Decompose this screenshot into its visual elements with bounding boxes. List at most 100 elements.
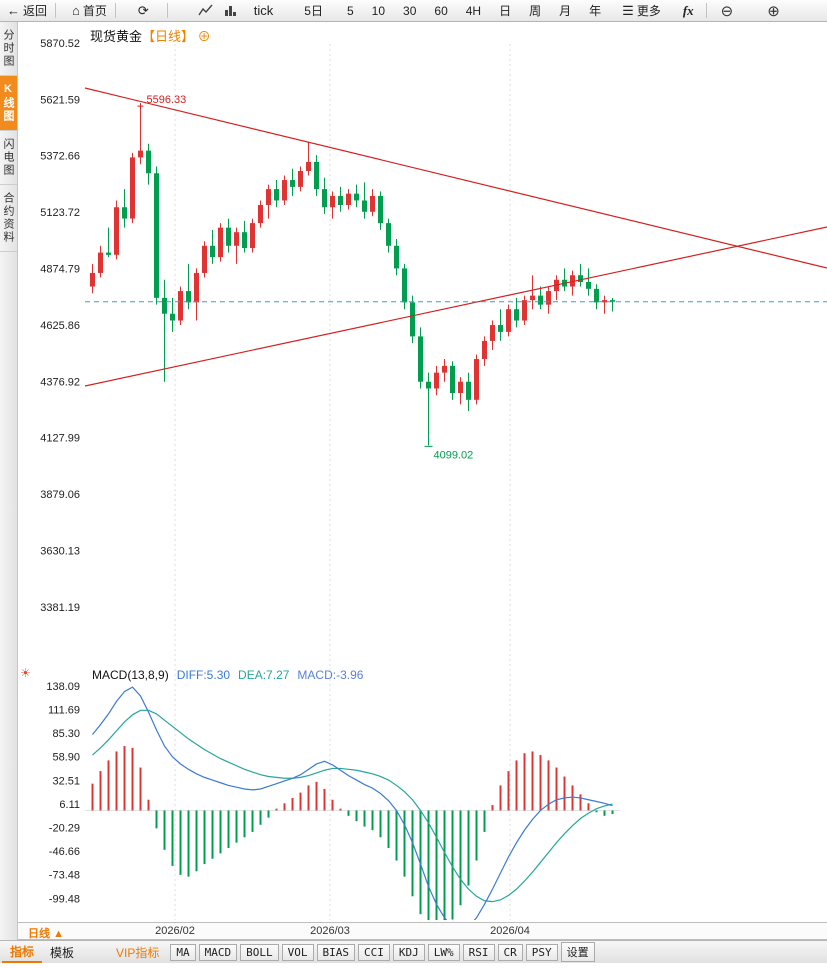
macd-yaxis-tick: 58.90 (52, 752, 80, 764)
trendline (84, 226, 827, 387)
sidebar-tab-timeshare[interactable]: 分时图 (0, 22, 17, 76)
macd-yaxis-tick: 85.30 (52, 728, 80, 740)
macd-diff-value: DIFF:5.30 (176, 668, 231, 682)
candle-body (346, 193, 351, 205)
indicator-macd-button[interactable]: MACD (198, 943, 238, 961)
back-button[interactable]: ← 返回 (3, 2, 51, 19)
line-chart-type-button[interactable] (194, 4, 217, 17)
back-icon: ← (7, 3, 20, 18)
candle-body (258, 204, 263, 224)
candle-body (330, 195, 335, 208)
period-30-button[interactable]: 30 (403, 3, 417, 18)
candle-body (122, 207, 127, 219)
sidebar-tab-contract-info[interactable]: 合约资料 (0, 185, 17, 252)
home-button[interactable]: ⌂ 首页 (68, 2, 111, 19)
macd-header: MACD(13,8,9) DIFF:5.30 DEA:7.27 MACD:-3.96 (92, 668, 371, 682)
macd-hist-value: MACD:-3.96 (297, 668, 364, 682)
candle-body (514, 309, 519, 321)
candle-body (546, 291, 551, 305)
candle-body (266, 189, 271, 205)
toolbar-separator (114, 3, 116, 18)
trendline (84, 87, 827, 269)
candle-body (162, 297, 167, 314)
tab-indicators[interactable]: 指标 (2, 942, 43, 963)
macd-yaxis-tick: 111.69 (48, 705, 80, 717)
timeframe-dropdown[interactable]: 日线 ▲ (28, 925, 64, 941)
indicator-bias-button[interactable]: BIAS (316, 943, 355, 961)
period-10-button[interactable]: 10 (371, 3, 386, 18)
annotations-layer: 5596.33 4099.02 (137, 94, 474, 461)
candles-layer (90, 106, 615, 446)
candle-body (90, 272, 95, 287)
candle-body (458, 381, 463, 394)
candle-body (146, 150, 151, 174)
period-month-button[interactable]: 月 (559, 4, 572, 18)
symbol-name: 现货黄金 (90, 29, 143, 44)
period-4h-button[interactable]: 4H (465, 3, 482, 18)
more-button[interactable]: ☰ 更多 (618, 2, 665, 19)
candle-body (362, 200, 367, 212)
candle-body (226, 227, 231, 246)
high-price-label: 5596.33 (147, 94, 187, 106)
low-price-label: 4099.02 (434, 449, 474, 461)
timeframe-label: 日线 (28, 928, 50, 940)
period-5day-button[interactable]: 5日 (295, 2, 332, 19)
period-day-button[interactable]: 日 (499, 4, 512, 18)
candle-body (282, 180, 287, 201)
candle-body (426, 381, 431, 389)
home-icon: ⌂ (72, 3, 80, 18)
left-sidebar: 分时图 K线图 闪电图 合约资料 (0, 22, 18, 940)
zoom-out-button[interactable]: ⊖ (717, 2, 738, 20)
add-overlay-icon[interactable]: ⊕ (197, 29, 211, 44)
indicator-cr-button[interactable]: CR (497, 943, 523, 961)
fx-indicator-button[interactable]: fx (679, 3, 698, 19)
indicator-boll-button[interactable]: BOLL (240, 943, 279, 961)
chart-header: 现货黄金【日线】 ⊕ (90, 26, 211, 45)
candle-body (466, 381, 471, 400)
indicator-settings-button[interactable]: 设置 (560, 942, 595, 962)
macd-yaxis-tick: -99.48 (49, 893, 80, 905)
main-yaxis-tick: 4874.79 (40, 264, 80, 276)
zoom-in-button[interactable]: ⊕ (763, 2, 784, 20)
indicator-cci-button[interactable]: CCI (358, 943, 390, 961)
period-60-button[interactable]: 60 (434, 3, 448, 18)
dropdown-up-icon: ▲ (53, 928, 64, 940)
main-yaxis-tick: 5372.66 (40, 151, 80, 163)
volume-chart-type-button[interactable] (219, 4, 242, 17)
main-yaxis-tick: 3630.13 (40, 546, 80, 558)
tick-label: tick (253, 3, 274, 18)
sidebar-tab-kline[interactable]: K线图 (0, 76, 17, 131)
macd-yaxis-tick: 6.11 (59, 799, 80, 811)
main-yaxis-tick: 5123.72 (40, 207, 80, 219)
refresh-button[interactable]: ⟳ (134, 4, 153, 17)
period-week-button[interactable]: 周 (529, 4, 542, 18)
candle-body (298, 170, 303, 187)
indicator-lw-button[interactable]: LW% (427, 943, 460, 961)
period-5-button[interactable]: 5 (346, 3, 354, 18)
candle-body (170, 313, 175, 321)
indicator-kdj-button[interactable]: KDJ (392, 943, 425, 961)
candle-body (106, 252, 111, 255)
sidebar-tab-flash[interactable]: 闪电图 (0, 131, 17, 185)
period-tick-button[interactable]: tick (250, 3, 278, 18)
back-label: 返回 (23, 4, 48, 18)
indicator-settings-icon[interactable]: ☀ (20, 666, 31, 680)
indicator-ma-button[interactable]: MA (170, 943, 196, 961)
candle-body (586, 282, 591, 289)
macd-yaxis-tick: 32.51 (52, 775, 80, 787)
candle-body (474, 359, 479, 400)
candle-body (306, 161, 311, 171)
candle-body (498, 325, 503, 332)
indicator-rsi-button[interactable]: RSI (462, 943, 495, 961)
indicator-vol-button[interactable]: VOL (281, 943, 314, 961)
candle-body (338, 195, 343, 205)
macd-yaxis-tick: 138.09 (46, 681, 80, 693)
tab-templates[interactable]: 模板 (50, 945, 75, 960)
candle-body (138, 150, 143, 158)
tab-vip-indicators[interactable]: VIP指标 (116, 945, 160, 960)
period-year-button[interactable]: 年 (589, 4, 602, 18)
indicator-psy-button[interactable]: PSY (525, 943, 558, 961)
candle-body (418, 336, 423, 382)
candle-body (322, 189, 327, 208)
